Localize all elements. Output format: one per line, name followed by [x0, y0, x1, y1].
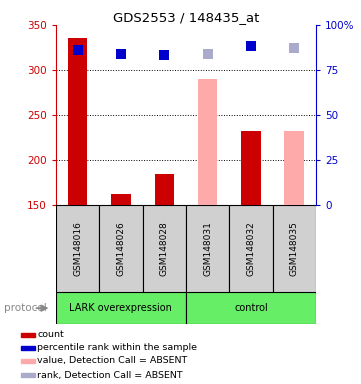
Bar	[155, 174, 174, 205]
FancyBboxPatch shape	[273, 205, 316, 292]
Text: protocol: protocol	[4, 303, 46, 313]
Text: rank, Detection Call = ABSENT: rank, Detection Call = ABSENT	[37, 371, 183, 380]
Text: GSM148028: GSM148028	[160, 221, 169, 276]
Bar	[21, 333, 35, 337]
Bar	[241, 131, 261, 205]
Bar	[68, 38, 87, 205]
Text: GSM148016: GSM148016	[73, 221, 82, 276]
Text: control: control	[234, 303, 268, 313]
Bar	[21, 359, 35, 363]
Text: GSM148026: GSM148026	[117, 221, 125, 276]
Point	[118, 51, 124, 57]
Bar	[21, 374, 35, 377]
Text: percentile rank within the sample: percentile rank within the sample	[37, 343, 197, 352]
Text: GSM148035: GSM148035	[290, 221, 299, 276]
FancyBboxPatch shape	[186, 205, 229, 292]
Bar	[284, 131, 304, 205]
Bar	[21, 346, 35, 349]
Point	[75, 47, 81, 53]
Point	[161, 52, 167, 58]
FancyBboxPatch shape	[186, 292, 316, 324]
Text: LARK overexpression: LARK overexpression	[70, 303, 172, 313]
Point	[205, 51, 210, 57]
Bar	[111, 194, 131, 205]
FancyBboxPatch shape	[56, 205, 99, 292]
FancyBboxPatch shape	[56, 292, 186, 324]
Text: GSM148032: GSM148032	[247, 221, 255, 276]
Bar	[198, 79, 217, 205]
Point	[248, 43, 254, 49]
Point	[291, 45, 297, 51]
Text: GSM148031: GSM148031	[203, 221, 212, 276]
FancyBboxPatch shape	[143, 205, 186, 292]
Text: count: count	[37, 330, 64, 339]
Title: GDS2553 / 148435_at: GDS2553 / 148435_at	[113, 11, 259, 24]
Text: value, Detection Call = ABSENT: value, Detection Call = ABSENT	[37, 356, 187, 366]
FancyBboxPatch shape	[99, 205, 143, 292]
FancyBboxPatch shape	[229, 205, 273, 292]
